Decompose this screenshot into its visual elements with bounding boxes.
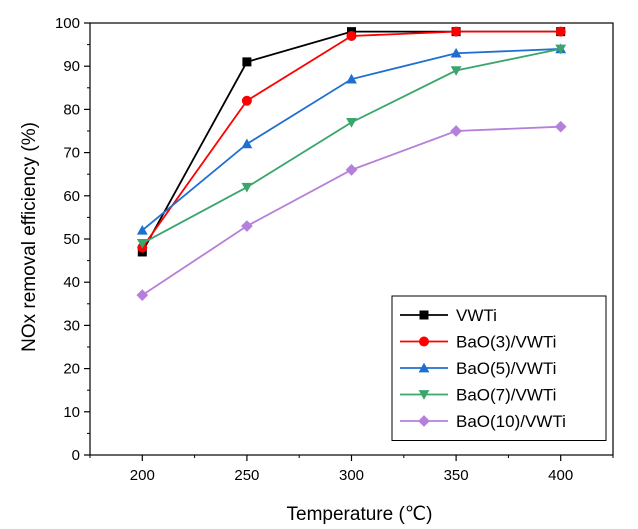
legend-marker: [418, 362, 430, 373]
x-axis-title: Temperature (℃): [287, 504, 433, 525]
data-point: [346, 30, 357, 41]
data-point: [346, 73, 357, 84]
x-tick-label: 400: [548, 467, 573, 484]
x-tick-label: 300: [339, 467, 364, 484]
series-line: [141, 125, 561, 296]
legend-marker: [418, 415, 430, 427]
data-point: [555, 26, 566, 37]
legend-marker: [419, 310, 429, 320]
y-tick-label: 60: [63, 188, 80, 205]
data-point: [346, 118, 357, 128]
y-tick-label: 20: [63, 361, 80, 378]
data-point: [242, 57, 252, 67]
x-tick-label: 200: [130, 467, 155, 484]
y-axis-title: NOx removal efficiency (%): [19, 122, 40, 352]
x-tick-label: 350: [444, 467, 469, 484]
x-tick-label: 250: [234, 467, 259, 484]
data-point: [136, 289, 149, 302]
series-3: [136, 44, 567, 249]
legend-label: VWTi: [456, 306, 497, 325]
data-point: [450, 66, 462, 76]
data-point: [136, 224, 148, 235]
data-point: [345, 164, 358, 176]
series-2: [136, 43, 567, 235]
legend-marker: [418, 390, 430, 400]
data-point: [241, 220, 253, 232]
legend-item: BaO(10)/VWTi: [400, 412, 566, 431]
y-tick-label: 40: [63, 274, 80, 291]
y-tick-label: 0: [72, 447, 80, 464]
data-point: [450, 47, 462, 58]
legend-marker: [419, 336, 429, 347]
y-tick-label: 10: [63, 404, 80, 421]
legend-item: VWTi: [400, 306, 497, 325]
series-1: [137, 26, 566, 253]
legend-label: BaO(10)/VWTi: [456, 412, 566, 431]
data-point: [241, 182, 253, 193]
data-point: [554, 120, 567, 133]
legend-item: BaO(3)/VWTi: [400, 333, 556, 352]
y-tick-label: 50: [63, 231, 80, 248]
legend-item: BaO(7)/VWTi: [400, 386, 556, 405]
legend: VWTi BaO(3)/VWTi BaO(5)/VWTi BaO(7)/VWTi BaO…: [391, 295, 607, 441]
y-tick-label: 100: [55, 15, 80, 32]
data-point: [450, 125, 462, 137]
data-point: [241, 95, 252, 106]
legend-item: BaO(5)/VWTi: [400, 359, 556, 378]
data-point: [555, 44, 567, 55]
y-tick-label: 90: [63, 58, 80, 75]
y-tick-label: 80: [63, 101, 80, 118]
data-point: [136, 239, 148, 249]
series-line: [141, 30, 561, 253]
y-tick-label: 70: [63, 145, 80, 162]
data-point: [451, 26, 462, 37]
legend-label: BaO(7)/VWTi: [456, 386, 556, 405]
y-tick-label: 30: [63, 317, 80, 334]
data-point: [241, 138, 253, 149]
legend-label: BaO(3)/VWTi: [456, 333, 556, 352]
legend-label: BaO(5)/VWTi: [456, 359, 556, 378]
series-4: [136, 120, 567, 302]
